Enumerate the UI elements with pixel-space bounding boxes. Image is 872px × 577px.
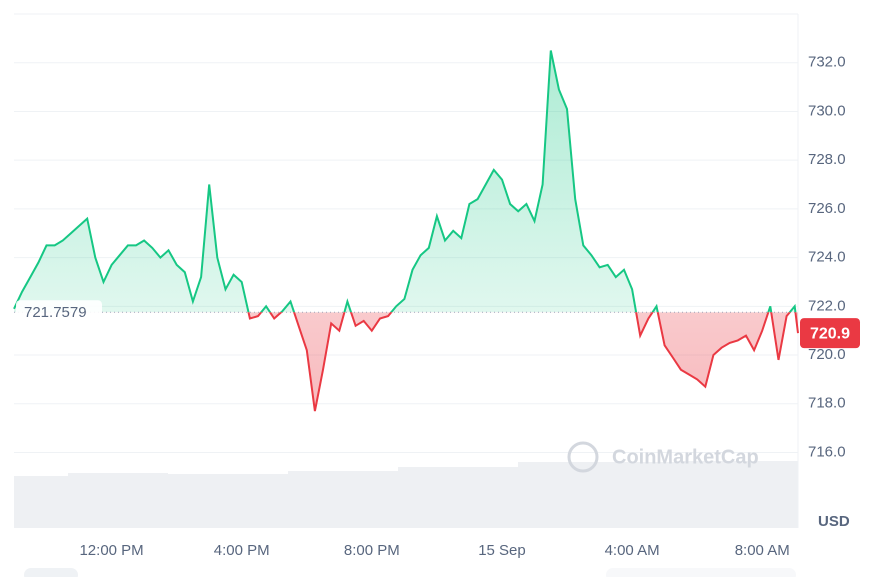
x-tick-label: 8:00 AM [735,542,790,559]
y-tick-label: 718.0 [808,395,846,412]
price-line-down [247,312,799,412]
y-tick-label: 720.0 [808,346,846,363]
watermark-text: CoinMarketCap [612,446,759,468]
y-tick-label: 716.0 [808,443,846,460]
x-tick-label: 4:00 AM [605,542,660,559]
x-tick-label: 8:00 PM [344,542,400,559]
area-down [14,312,798,412]
y-tick-label: 730.0 [808,102,846,119]
baseline-label: 721.7579 [24,304,87,321]
watermark: CoinMarketCap [567,441,759,473]
currency: USD [818,513,850,530]
x-tick-label: 15 Sep [478,542,526,559]
button[interactable] [24,568,78,577]
volume [14,461,798,528]
y-tick-label: 732.0 [808,54,846,71]
y-tick-label: 728.0 [808,151,846,168]
area-up [14,50,796,313]
y-tick-label: 722.0 [808,297,846,314]
price-line-up [13,50,797,313]
last-price-label: 720.9 [810,325,850,342]
last-price-badge [800,318,860,349]
x-tick-label: 4:00 PM [214,542,270,559]
button[interactable] [606,568,796,577]
baseline-badge [16,300,102,325]
y-tick-label: 724.0 [808,249,846,266]
y-tick-label: 726.0 [808,200,846,217]
x-tick-label: 12:00 PM [79,542,143,559]
